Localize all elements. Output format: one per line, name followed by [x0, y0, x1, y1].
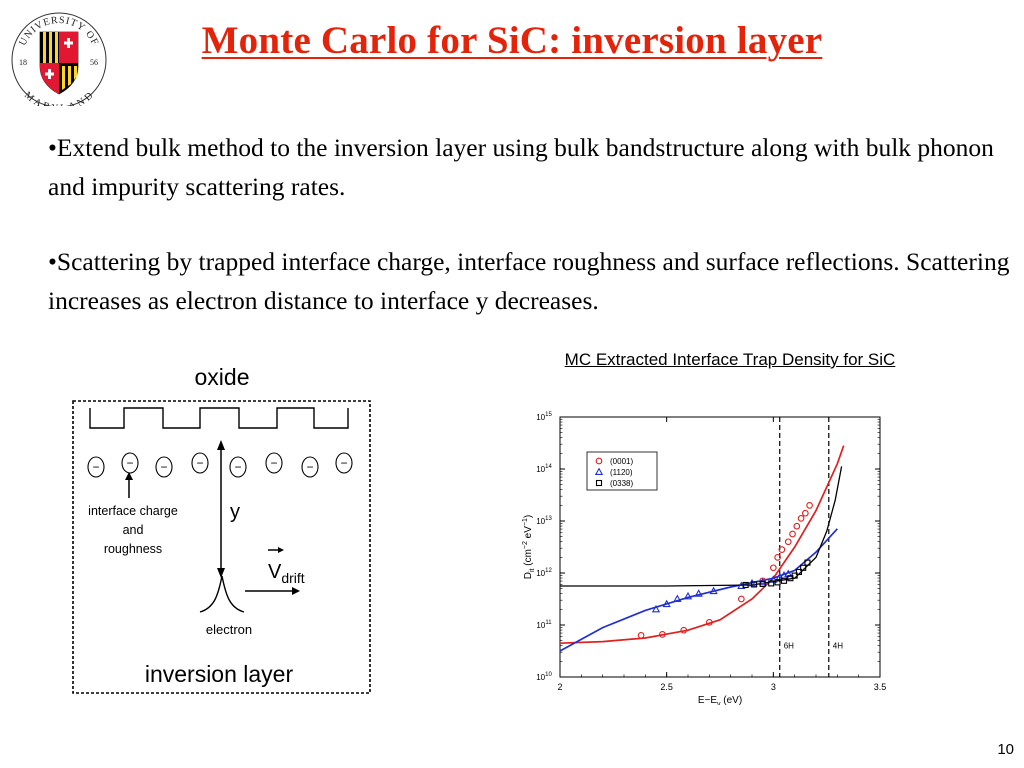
charge-symbol: − [92, 460, 99, 474]
data-point [795, 568, 802, 576]
data-point [780, 577, 788, 584]
x-tick-label: 2 [557, 682, 562, 692]
interface-label-line: interface charge [88, 504, 178, 518]
fit-line [559, 528, 838, 652]
data-point [793, 522, 801, 530]
y-tick-label: 1015 [536, 412, 552, 422]
data-point [789, 530, 796, 538]
data-point [742, 581, 749, 589]
negative-charge-icon [335, 452, 353, 474]
y-axis-label: Dit (cm−2 eV−1) [522, 515, 536, 580]
legend-marker [595, 479, 603, 487]
data-point [778, 546, 786, 553]
data-point [769, 564, 777, 572]
oxide-label: oxide [195, 364, 250, 390]
data-point [768, 580, 775, 587]
chart-title: MC Extracted Interface Trap Density for … [564, 350, 896, 369]
negative-charge-icon [229, 456, 247, 478]
y-tick-label: 1010 [536, 672, 552, 682]
legend-label: (0338) [610, 479, 633, 488]
interface-charges: − − − − − − − − [87, 452, 353, 478]
data-point [662, 599, 671, 608]
charge-symbol: − [196, 456, 203, 470]
slide-title: Monte Carlo for SiC: inversion layer [201, 19, 823, 62]
chart-legend: (0001) (1120) (0338) [586, 451, 658, 491]
data-point [751, 581, 758, 588]
data-point [774, 554, 781, 561]
maryland-shield-icon [39, 31, 79, 95]
data-point [680, 626, 688, 634]
data-point [804, 559, 811, 566]
data-point [801, 509, 809, 517]
negative-charge-icon [301, 456, 319, 478]
data-point [759, 580, 766, 587]
charge-symbol: − [306, 460, 313, 474]
bullet-item: •Scattering by trapped interface charge,… [48, 247, 1010, 315]
v-drift-label: Vdrift [268, 561, 305, 586]
y-tick-label: 1014 [536, 464, 552, 474]
charge-symbol: − [126, 456, 133, 470]
y-tick-label: 1012 [536, 568, 552, 578]
data-point [737, 595, 745, 603]
x-tick-label: 3 [771, 682, 776, 692]
y-tick-label: 1013 [536, 516, 552, 526]
legend-marker [595, 457, 603, 465]
x-tick-label: 3.5 [874, 682, 887, 692]
bullet-list: •Extend bulk method to the inversion lay… [48, 128, 1023, 356]
charge-symbol: − [340, 456, 347, 470]
fit-line [559, 445, 845, 645]
inversion-layer-label: inversion layer [145, 661, 294, 687]
logo-year-left: 18 [19, 58, 27, 67]
data-point [791, 572, 798, 579]
university-of-maryland-logo: UNIVERSITY OF MARYLAND 18 56 [11, 12, 107, 106]
data-point [683, 591, 693, 600]
logo-year-right: 56 [90, 58, 98, 67]
legend-marker [594, 467, 604, 475]
legend-label: (0001) [610, 457, 633, 466]
data-point [659, 631, 666, 638]
y-label: y [230, 501, 240, 523]
y-tick-label: 1011 [536, 620, 552, 630]
negative-charge-icon [191, 452, 209, 474]
negative-charge-icon [87, 456, 105, 478]
inversion-layer-box [72, 400, 371, 694]
data-point [800, 564, 807, 571]
electron-distribution-curve [199, 575, 245, 613]
data-point [705, 619, 713, 626]
negative-charge-icon [121, 452, 139, 474]
data-point [797, 515, 805, 522]
interface-roughness-profile [89, 407, 349, 429]
electron-label: electron [206, 622, 252, 637]
charge-symbol: − [234, 460, 241, 474]
band-edge-label: 4H [833, 641, 843, 650]
data-point [651, 604, 661, 613]
bullet-item: •Extend bulk method to the inversion lay… [48, 133, 994, 201]
inversion-layer-diagram: oxide − − − − − − − − interface charge and roug… [72, 364, 371, 694]
interface-label-line: and [123, 523, 144, 537]
legend-label: (1120) [610, 468, 633, 477]
data-point [673, 594, 682, 602]
x-tick-label: 2.5 [660, 682, 673, 692]
data-point [806, 502, 813, 509]
charge-symbol: − [270, 456, 277, 470]
slide-number: 10 [997, 741, 1014, 758]
data-point [784, 538, 792, 546]
charge-symbol: − [160, 460, 167, 474]
data-point [709, 586, 718, 595]
data-point [637, 632, 645, 639]
x-axis-label: E−Ev (eV) [698, 695, 742, 705]
negative-charge-icon [265, 452, 283, 474]
band-edge-label: 6H [784, 641, 794, 650]
negative-charge-icon [155, 456, 173, 478]
interface-label-line: roughness [104, 542, 162, 556]
data-point [774, 579, 781, 586]
data-point [694, 589, 703, 597]
trap-density-chart: 2 2.5 3 3.5 1010 1011 1012 1013 1014 1015 6H 4H (000… [522, 412, 887, 705]
